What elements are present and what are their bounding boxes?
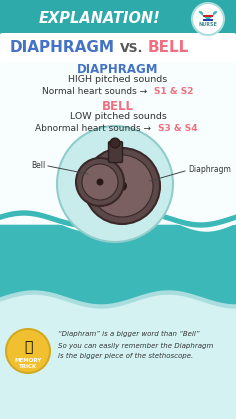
Text: “Diaphram” is a bigger word than “Bell”: “Diaphram” is a bigger word than “Bell” xyxy=(58,331,199,337)
Text: EXPLANATION!: EXPLANATION! xyxy=(39,11,161,26)
Text: VS.: VS. xyxy=(120,41,143,54)
Text: Bell: Bell xyxy=(31,160,45,170)
Text: MEMORY: MEMORY xyxy=(14,357,42,362)
Text: NURSE: NURSE xyxy=(198,23,217,28)
Bar xyxy=(0,0,236,36)
Text: is the bigger piece of the stethoscope.: is the bigger piece of the stethoscope. xyxy=(58,353,193,359)
Text: DIAPHRAGM: DIAPHRAGM xyxy=(10,41,115,55)
Bar xyxy=(0,36,236,224)
Text: Diaphragm: Diaphragm xyxy=(188,166,231,174)
Text: Abnormal heart sounds →: Abnormal heart sounds → xyxy=(35,124,154,133)
Circle shape xyxy=(76,158,124,206)
Text: So you can easily remember the Diaphragm: So you can easily remember the Diaphragm xyxy=(58,343,213,349)
Circle shape xyxy=(57,126,173,242)
Circle shape xyxy=(82,164,118,200)
Text: DIAPHRAGM: DIAPHRAGM xyxy=(77,63,159,76)
FancyBboxPatch shape xyxy=(0,33,236,63)
Circle shape xyxy=(91,155,153,217)
Circle shape xyxy=(6,329,50,373)
Text: 💡: 💡 xyxy=(24,340,32,354)
FancyBboxPatch shape xyxy=(109,142,122,163)
Text: BELL: BELL xyxy=(148,41,189,55)
Circle shape xyxy=(117,181,127,191)
Circle shape xyxy=(192,3,224,35)
Text: BELL: BELL xyxy=(102,100,134,113)
Circle shape xyxy=(110,138,120,148)
Circle shape xyxy=(97,178,104,186)
Text: TRICK: TRICK xyxy=(19,364,37,368)
Text: LOW pitched sounds: LOW pitched sounds xyxy=(70,112,166,121)
Circle shape xyxy=(84,148,160,224)
Bar xyxy=(203,20,213,21)
Text: HIGH pitched sounds: HIGH pitched sounds xyxy=(68,75,168,84)
Text: S3 & S4: S3 & S4 xyxy=(158,124,198,133)
Text: S1 & S2: S1 & S2 xyxy=(154,87,194,96)
Text: Normal heart sounds →: Normal heart sounds → xyxy=(42,87,150,96)
Bar xyxy=(203,15,213,17)
Bar xyxy=(203,13,213,15)
